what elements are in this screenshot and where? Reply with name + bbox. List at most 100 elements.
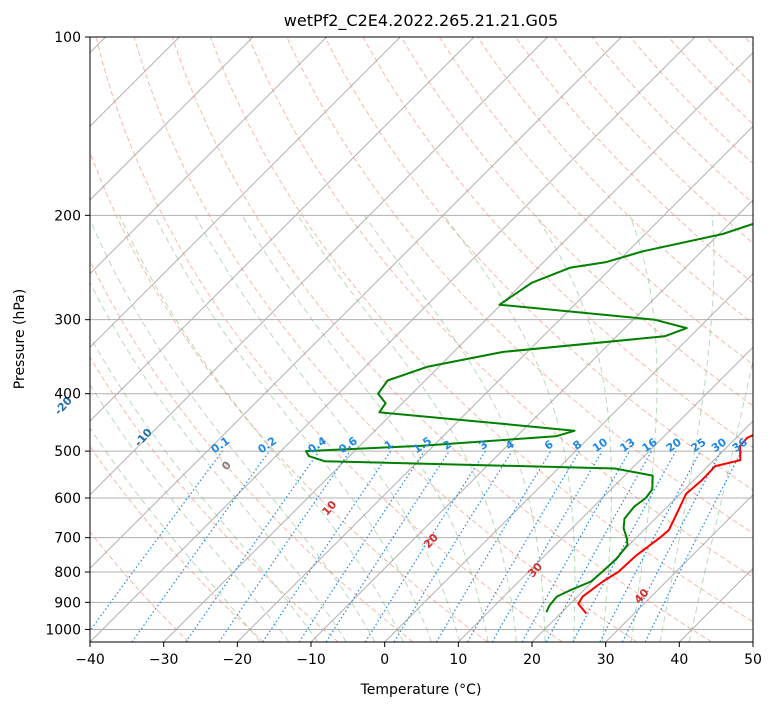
moist-adiabat-line xyxy=(90,427,261,642)
y-tick-label: 900 xyxy=(54,595,81,611)
mixing-ratio-line xyxy=(599,450,702,642)
dry-adiabat-line xyxy=(438,37,753,366)
dry-adiabat-line xyxy=(668,37,753,125)
dry-adiabat-line xyxy=(324,37,753,491)
dry-adiabat-line xyxy=(248,37,753,578)
dry-adiabat-line xyxy=(90,445,264,642)
mixing-ratio-line xyxy=(185,450,320,642)
moist-adiabat-line xyxy=(688,357,753,642)
dewpoint-profile-line xyxy=(304,222,753,613)
mixing-ratio-label: 20 xyxy=(664,435,684,455)
dry-adiabat-line xyxy=(133,37,638,642)
x-tick-label: −30 xyxy=(149,652,179,668)
x-tick-label: 40 xyxy=(670,652,688,668)
isotherm-line xyxy=(605,493,753,642)
dry-adiabat-line xyxy=(90,356,339,642)
mixing-ratio-label: 0.6 xyxy=(336,434,360,456)
moist-adiabat-line xyxy=(90,335,319,642)
y-tick-label: 500 xyxy=(54,444,81,460)
isotherm-line xyxy=(310,199,753,642)
x-tick-label: −20 xyxy=(223,652,253,668)
mixing-ratio-line xyxy=(572,450,677,642)
dry-adiabat-line xyxy=(95,37,563,642)
y-tick-label: 700 xyxy=(54,531,81,547)
dry-adiabat-label: 40 xyxy=(632,586,652,606)
y-tick-label: 800 xyxy=(54,565,81,581)
dry-adiabat-line xyxy=(515,37,753,284)
temperature-profile-line xyxy=(577,434,753,615)
mixing-ratio-line xyxy=(393,450,513,642)
dry-adiabat-label: 0 xyxy=(219,458,234,473)
dry-adiabat-line xyxy=(591,37,753,204)
moist-adiabat-line xyxy=(154,215,432,642)
moist-adiabat-line xyxy=(443,215,576,642)
dry-adiabat-label: -10 xyxy=(132,426,155,450)
mixing-ratio-line xyxy=(262,450,392,642)
mixing-ratio-line xyxy=(218,450,351,642)
x-tick-label: 50 xyxy=(744,652,762,668)
mixing-ratio-line xyxy=(131,450,270,642)
moist-adiabat-line xyxy=(90,218,376,642)
x-tick-label: 30 xyxy=(597,652,615,668)
moist-adiabat-line xyxy=(194,215,461,642)
isotherm-line xyxy=(90,37,328,275)
x-tick-label: 20 xyxy=(523,652,541,668)
dry-adiabat-line xyxy=(171,37,712,642)
dry-adiabat-line xyxy=(400,37,753,407)
dry-adiabat-line xyxy=(744,37,753,47)
mixing-ratio-label: 8 xyxy=(571,438,585,453)
moist-adiabat-line xyxy=(629,215,658,642)
mixing-ratio-line xyxy=(521,450,631,642)
isotherm-line xyxy=(90,37,254,201)
isotherm-line xyxy=(90,37,475,422)
mixing-ratio-line xyxy=(298,450,425,642)
mixing-ratio-label: 16 xyxy=(640,435,660,455)
mixing-ratio-label: 25 xyxy=(689,435,709,454)
y-tick-label: 1000 xyxy=(45,622,81,638)
mixing-ratio-label: 2 xyxy=(440,438,454,453)
isotherm-line xyxy=(163,51,753,642)
moist-adiabat-line xyxy=(297,215,517,642)
dry-adiabat-line xyxy=(90,150,488,642)
y-tick-label: 300 xyxy=(54,313,81,329)
mixing-ratio-line xyxy=(90,450,223,632)
mixing-ratio-label: 6 xyxy=(542,438,556,453)
mixing-ratio-label: 0.1 xyxy=(209,434,232,456)
x-tick-label: −40 xyxy=(75,652,105,668)
mixing-ratio-line xyxy=(621,450,722,642)
mixing-ratio-label: 3 xyxy=(477,438,491,453)
mixing-ratio-line xyxy=(435,450,552,642)
x-tick-label: 0 xyxy=(380,652,389,668)
mixing-ratio-label: 1 xyxy=(382,438,396,453)
x-tick-label: 10 xyxy=(449,652,467,668)
y-tick-label: 400 xyxy=(54,387,81,403)
dry-adiabat-line xyxy=(362,37,753,449)
moist-adiabat-line xyxy=(90,281,347,642)
moist-adiabat-line xyxy=(535,215,612,642)
y-axis-title: Pressure (hPa) xyxy=(12,289,28,389)
isotherm-line xyxy=(90,37,622,570)
mixing-ratio-label: 1.5 xyxy=(411,434,434,456)
isotherm-line xyxy=(457,346,753,642)
mixing-ratio-label: 10 xyxy=(590,435,610,455)
mixing-ratio-label: 13 xyxy=(617,436,637,455)
moist-adiabat-line xyxy=(659,215,715,642)
moist-adiabat-line xyxy=(119,215,404,642)
mixing-ratio-label: 0.4 xyxy=(306,434,330,456)
isotherm-line xyxy=(752,641,753,642)
isotherm-line xyxy=(236,125,753,642)
dry-adiabat-line xyxy=(706,37,753,86)
y-tick-label: 100 xyxy=(54,30,81,46)
y-tick-label: 200 xyxy=(54,208,81,224)
mixing-ratio-line xyxy=(325,450,450,642)
moist-adiabat-line xyxy=(241,215,489,642)
x-tick-label: −10 xyxy=(296,652,326,668)
isotherm-line xyxy=(90,37,696,642)
mixing-ratio-line xyxy=(644,450,743,642)
isotherm-line xyxy=(90,37,401,349)
y-tick-label: 600 xyxy=(54,491,81,507)
isotherm-line xyxy=(90,37,549,496)
dry-adiabat-line xyxy=(90,259,414,642)
dry-adiabat-line xyxy=(210,37,753,623)
